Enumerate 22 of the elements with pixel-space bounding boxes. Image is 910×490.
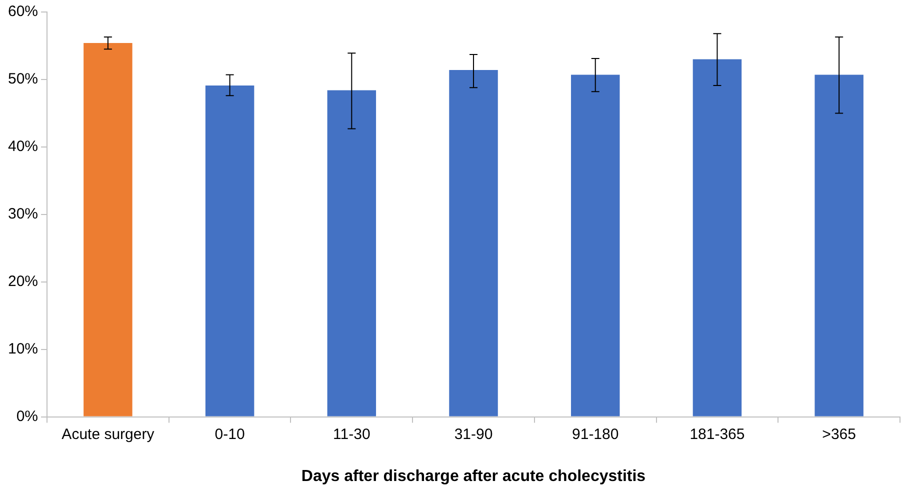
x-tick-label: >365: [822, 426, 856, 443]
bar: [205, 86, 254, 416]
x-tick-label: 11-30: [333, 426, 370, 443]
x-tick-label: 91-180: [572, 426, 619, 443]
bar: [692, 59, 742, 416]
bar: [84, 43, 132, 416]
bar: [449, 70, 498, 416]
x-tick-label: 181-365: [690, 426, 745, 443]
x-tick-label: 0-10: [214, 426, 245, 443]
y-tick-label: 50%: [8, 70, 38, 88]
bar: [814, 74, 864, 416]
bar: [570, 74, 620, 416]
x-axis-title: Days after discharge after acute cholecystitis: [301, 468, 646, 485]
x-tick-label: 31-90: [454, 426, 493, 443]
y-tick-label: 40%: [8, 138, 38, 156]
bar: [327, 90, 376, 416]
y-tick-label: 10%: [8, 340, 38, 358]
y-tick-label: 20%: [8, 273, 38, 290]
y-tick-label: 0%: [16, 408, 38, 425]
y-tick-label: 30%: [8, 206, 38, 223]
y-tick-label: 60%: [8, 3, 38, 20]
x-tick-label: Acute surgery: [62, 426, 155, 443]
